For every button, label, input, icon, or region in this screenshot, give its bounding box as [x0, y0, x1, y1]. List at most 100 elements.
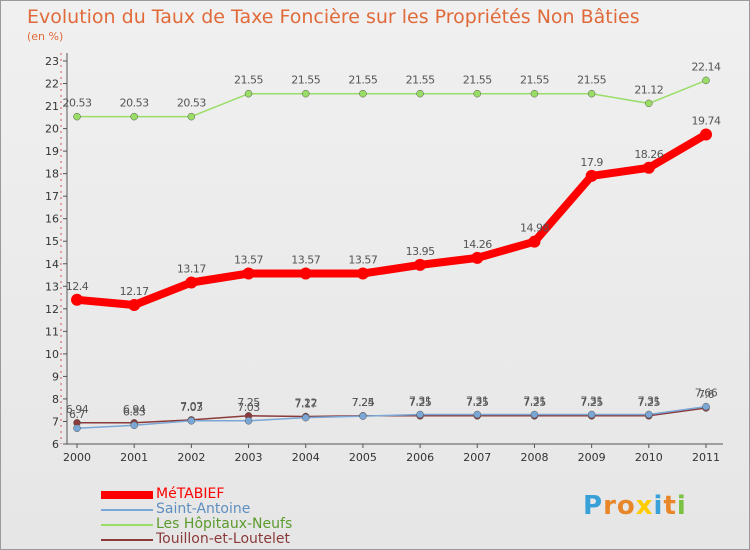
x-tick-label: 2007 — [463, 451, 491, 464]
axes: 6 7 8 9 10 11 12 13 14 15 16 17 18 19 20 21 22 23 2000 2001… — [45, 53, 723, 464]
logo-letter: i — [676, 491, 687, 521]
data-label: 6.7 — [69, 408, 85, 421]
y-tick-label: 10 — [45, 348, 59, 361]
data-label: 7.25 — [352, 396, 375, 409]
data-point — [645, 99, 653, 108]
x-tick-label: 2010 — [635, 451, 663, 464]
data-point — [587, 410, 596, 419]
data-label: 7.31 — [466, 394, 489, 407]
data-label: 18.26 — [634, 148, 663, 161]
data-point — [130, 421, 138, 430]
y-tick-label: 12 — [45, 303, 59, 316]
data-point — [359, 412, 367, 420]
data-label: 21.55 — [577, 74, 606, 87]
logo-letter: o — [616, 491, 636, 521]
data-point — [299, 267, 312, 280]
data-label: 7.31 — [638, 394, 661, 407]
data-point — [528, 235, 541, 248]
data-point — [187, 112, 196, 121]
data-point — [244, 417, 253, 425]
data-point — [702, 402, 710, 411]
data-point — [185, 276, 198, 289]
x-tick-label: 2011 — [692, 451, 720, 464]
data-point — [301, 413, 310, 422]
data-point — [128, 298, 141, 311]
data-label: 6.94 — [66, 403, 89, 416]
data-point — [473, 410, 482, 419]
chart-unit-label: (en %) — [27, 30, 64, 43]
data-point — [700, 128, 712, 141]
legend-label: MéTABIEF — [156, 486, 225, 502]
x-tick-label: 2002 — [177, 451, 205, 464]
data-point — [587, 89, 596, 98]
data-point — [471, 251, 484, 264]
data-label: 13.17 — [177, 262, 206, 275]
legend-swatch — [101, 509, 153, 511]
data-label: 7.24 — [352, 396, 375, 409]
data-label: 7.03 — [180, 401, 203, 414]
proxiti-logo: Proxiti — [583, 491, 687, 521]
data-point — [585, 169, 598, 182]
data-label: 7.17 — [294, 398, 317, 411]
y-tick-label: 18 — [45, 168, 59, 181]
x-tick-label: 2004 — [292, 451, 320, 464]
data-point — [416, 89, 424, 98]
data-label: 13.95 — [406, 245, 435, 258]
data-label: 7.66 — [695, 387, 718, 400]
data-label: 7.03 — [237, 401, 260, 414]
data-point — [702, 76, 710, 85]
legend-swatch — [101, 524, 153, 526]
data-label: 7.22 — [294, 397, 317, 410]
logo-letter: r — [603, 491, 617, 521]
data-label: 7.25 — [466, 396, 489, 409]
legend-label: Touillon-et-Loutelet — [156, 531, 291, 547]
data-label: 12.4 — [66, 280, 89, 293]
data-point — [359, 89, 367, 98]
data-label: 20.53 — [63, 97, 92, 110]
data-labels-layer: 12.4 12.17 13.17 13.57 13.57 13.57 13.95 14.26 1… — [63, 60, 722, 421]
data-point — [301, 89, 310, 98]
data-label: 21.55 — [348, 74, 377, 87]
logo-letter: i — [653, 491, 664, 521]
data-point — [414, 258, 427, 271]
data-label: 21.12 — [634, 83, 663, 96]
data-label: 13.57 — [291, 253, 320, 266]
logo-letter: x — [635, 491, 654, 521]
data-label: 20.53 — [177, 97, 206, 110]
data-label: 7.25 — [409, 396, 432, 409]
y-tick-label: 7 — [52, 415, 59, 428]
x-tick-label: 2005 — [349, 451, 377, 464]
data-label: 21.55 — [406, 74, 435, 87]
y-tick-label: 21 — [45, 100, 59, 113]
data-label: 21.55 — [291, 74, 320, 87]
data-label: 7.25 — [580, 396, 603, 409]
data-label: 21.55 — [520, 74, 549, 87]
data-label: 21.55 — [463, 74, 492, 87]
logo-letter: t — [663, 491, 677, 521]
data-point — [645, 410, 653, 419]
data-label: 6.94 — [123, 403, 146, 416]
y-tick-label: 15 — [45, 235, 59, 248]
data-label: 22.14 — [692, 60, 721, 73]
x-tick-label: 2009 — [578, 451, 606, 464]
x-tick-label: 2008 — [520, 451, 548, 464]
y-tick-label: 11 — [45, 325, 59, 338]
y-tick-label: 17 — [45, 190, 59, 203]
series-line-1 — [76, 405, 707, 429]
data-label: 14.98 — [520, 222, 549, 235]
data-label: 7.31 — [523, 394, 546, 407]
y-tick-label: 14 — [45, 258, 59, 271]
data-label: 12.17 — [120, 285, 149, 298]
data-point — [473, 89, 482, 98]
data-label: 13.57 — [348, 253, 377, 266]
data-label: 17.9 — [580, 156, 603, 169]
data-point — [530, 89, 539, 98]
y-tick-label: 9 — [52, 370, 59, 383]
y-tick-label: 22 — [45, 78, 59, 91]
data-label: 7.6 — [698, 388, 714, 401]
y-tick-label: 13 — [45, 280, 59, 293]
data-point — [71, 293, 83, 306]
data-label: 14.26 — [463, 238, 492, 251]
